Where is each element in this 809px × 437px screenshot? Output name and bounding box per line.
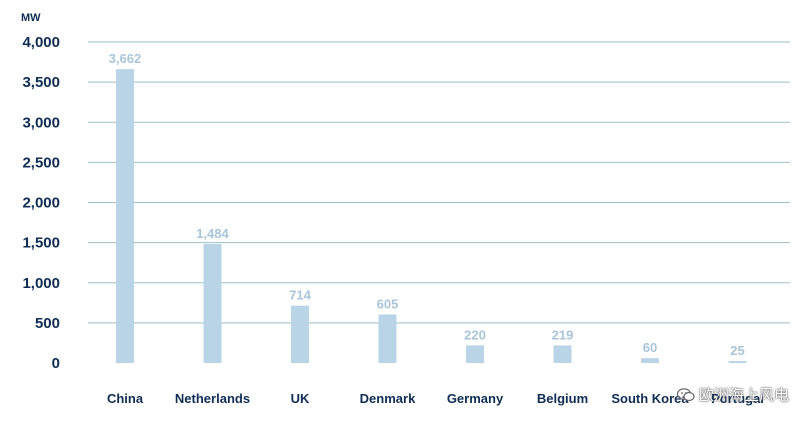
y-tick-label: 1,000: [22, 275, 60, 292]
x-tick-label: South Korea: [611, 391, 689, 406]
data-label: 60: [643, 340, 657, 355]
data-label: 3,662: [109, 51, 142, 66]
bar: [203, 243, 222, 363]
data-label: 605: [377, 296, 399, 311]
x-axis-ticks: China Netherlands UK Denmark Germany Belgium S…: [107, 391, 764, 406]
x-tick-label: Netherlands: [175, 391, 250, 406]
bar: [728, 360, 747, 363]
y-tick-label: 2,000: [22, 195, 60, 212]
y-tick-label: 1,500: [22, 235, 60, 252]
y-tick-label: 3,500: [22, 74, 60, 91]
x-tick-label: Portugal: [711, 391, 764, 406]
data-label: 25: [730, 343, 744, 358]
data-label: 1,484: [196, 226, 229, 241]
y-tick-label: 0: [52, 355, 60, 372]
y-tick-label: 500: [35, 315, 60, 332]
data-label: 220: [464, 327, 486, 342]
gridlines: [88, 41, 790, 324]
bar: [553, 345, 572, 363]
x-tick-label: China: [107, 391, 144, 406]
bars: [116, 69, 747, 363]
y-tick-label: 2,500: [22, 154, 60, 171]
bar: [641, 358, 659, 363]
data-labels: 3,662 1,484 714 605 220 219 60 25: [109, 51, 745, 358]
watermark: 欧洲海上风电: [676, 384, 789, 405]
bar: [291, 305, 309, 363]
x-tick-label: Denmark: [360, 391, 416, 406]
y-tick-label: 3,000: [22, 114, 60, 131]
y-axis-ticks: 0 500 1,000 1,500 2,000 2,500 3,000 3,500 4,000: [22, 34, 60, 372]
x-tick-label: Belgium: [537, 391, 588, 406]
x-tick-label: Germany: [447, 391, 504, 406]
bar: [378, 314, 397, 363]
wechat-icon: [676, 387, 695, 401]
data-label: 714: [289, 288, 311, 303]
bar: [116, 69, 134, 363]
data-label: 219: [552, 327, 574, 342]
y-tick-label: 4,000: [22, 34, 60, 51]
bar: [466, 345, 484, 363]
x-tick-label: UK: [291, 391, 310, 406]
watermark-text: 欧洲海上风电: [698, 386, 789, 404]
y-unit-label: MW: [21, 12, 41, 24]
